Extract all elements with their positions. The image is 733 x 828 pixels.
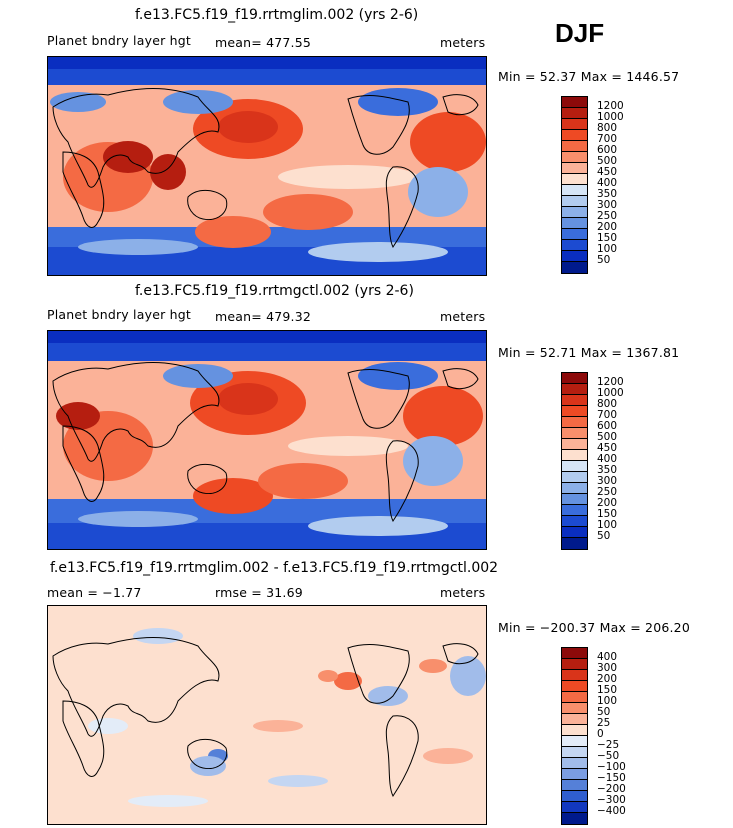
panel-3-rmse: rmse = 31.69 [215, 585, 303, 600]
tick-label: 50 [597, 530, 611, 542]
tick-label: 450 [597, 442, 618, 454]
tick-label: 600 [597, 420, 618, 432]
tick-label: 50 [597, 254, 611, 266]
tick-label: −400 [597, 805, 626, 817]
tick-label: 300 [597, 199, 618, 211]
panel-2-colorbar [561, 372, 588, 550]
tick-label: 100 [597, 695, 618, 707]
tick-label: 700 [597, 409, 618, 421]
tick-label: −50 [597, 750, 620, 762]
tick-label: 800 [597, 398, 618, 410]
season-label: DJF [555, 18, 605, 48]
panel-2-title: f.e13.FC5.f19_f19.rrtmgctl.002 (yrs 2-6) [135, 283, 414, 299]
tick-label: 400 [597, 177, 618, 189]
tick-label: 150 [597, 684, 618, 696]
panel-1-title: f.e13.FC5.f19_f19.rrtmglim.002 (yrs 2-6) [135, 7, 419, 23]
tick-label: 150 [597, 232, 618, 244]
tick-label: −150 [597, 772, 626, 784]
tick-label: 200 [597, 673, 618, 685]
panel-3-minmax: Min = −200.37 Max = 206.20 [498, 620, 690, 635]
panel-2-mean: mean= 479.32 [215, 309, 312, 324]
panel-1-minmax: Min = 52.37 Max = 1446.57 [498, 69, 680, 84]
tick-label: 350 [597, 188, 618, 200]
tick-label: 400 [597, 453, 618, 465]
tick-label: 450 [597, 166, 618, 178]
panel-2-map [47, 330, 487, 550]
tick-label: 100 [597, 243, 618, 255]
panel-1-mean: mean= 477.55 [215, 35, 312, 50]
panel-3-colorbar [561, 647, 588, 825]
tick-label: 300 [597, 475, 618, 487]
tick-label: −100 [597, 761, 626, 773]
panel-3-mean: mean = −1.77 [47, 585, 142, 600]
panel-1-map [47, 56, 487, 276]
panel-3-map [47, 605, 487, 825]
panel-3-units: meters [440, 585, 486, 600]
tick-label: 500 [597, 155, 618, 167]
panel-2-minmax: Min = 52.71 Max = 1367.81 [498, 345, 680, 360]
tick-label: 1000 [597, 387, 624, 399]
tick-label: 200 [597, 497, 618, 509]
tick-label: 1200 [597, 376, 624, 388]
panel-3-title: f.e13.FC5.f19_f19.rrtmglim.002 - f.e13.F… [50, 560, 499, 576]
tick-label: 250 [597, 486, 618, 498]
tick-label: 25 [597, 717, 611, 729]
tick-label: 800 [597, 122, 618, 134]
tick-label: 500 [597, 431, 618, 443]
tick-label: −25 [597, 739, 620, 751]
tick-label: 150 [597, 508, 618, 520]
tick-label: 0 [597, 728, 604, 740]
tick-label: −300 [597, 794, 626, 806]
tick-label: 200 [597, 221, 618, 233]
tick-label: 400 [597, 651, 618, 663]
tick-label: 50 [597, 706, 611, 718]
tick-label: 700 [597, 133, 618, 145]
panel-1-variable: Planet bndry layer hgt [47, 33, 191, 48]
tick-label: 600 [597, 144, 618, 156]
panel-1-units: meters [440, 35, 486, 50]
tick-label: 1000 [597, 111, 624, 123]
tick-label: 250 [597, 210, 618, 222]
panel-2-units: meters [440, 309, 486, 324]
tick-label: 300 [597, 662, 618, 674]
panel-2-variable: Planet bndry layer hgt [47, 307, 191, 322]
tick-label: 100 [597, 519, 618, 531]
panel-1-colorbar [561, 96, 588, 274]
tick-label: 1200 [597, 100, 624, 112]
tick-label: 350 [597, 464, 618, 476]
tick-label: −200 [597, 783, 626, 795]
